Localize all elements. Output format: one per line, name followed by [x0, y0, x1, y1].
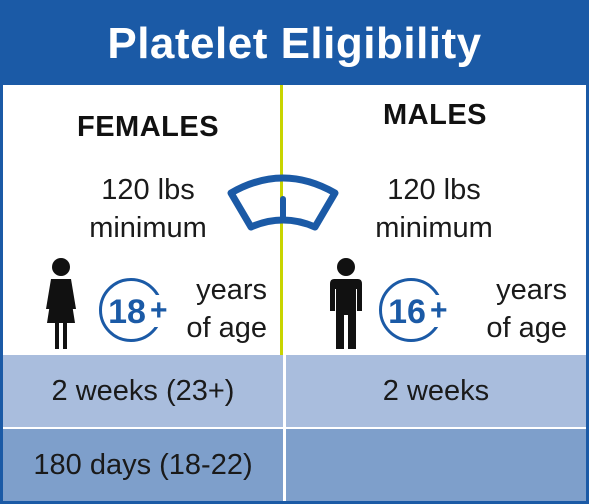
title-bar: Platelet Eligibility: [3, 3, 586, 85]
males-frequency: 2 weeks: [382, 374, 490, 407]
females-weight-value: 120 lbs: [101, 174, 195, 206]
row-divider-horizontal: [3, 427, 586, 429]
males-age-number: 16: [388, 293, 426, 331]
males-young-frequency-row: [286, 429, 586, 501]
male-person-icon: [330, 258, 362, 349]
males-age-badge: 16 +: [379, 278, 450, 342]
females-age-number: 18: [108, 293, 146, 331]
females-years-line2: of age: [186, 312, 267, 344]
males-years-line1: years: [496, 274, 567, 306]
males-years: years of age: [463, 271, 567, 347]
females-young-frequency: 180 days (18-22): [33, 448, 253, 481]
females-frequency-row: 2 weeks (23+): [3, 355, 283, 427]
females-years: years of age: [163, 271, 267, 347]
females-heading: FEMALES: [77, 111, 220, 143]
females-frequency: 2 weeks (23+): [51, 374, 235, 407]
scale-icon: [227, 174, 339, 231]
females-weight: 120 lbs minimum: [73, 171, 223, 247]
females-age-badge: 18 +: [99, 278, 170, 342]
males-weight: 120 lbs minimum: [359, 171, 509, 247]
males-weight-label: minimum: [375, 212, 493, 244]
female-person-icon: [46, 258, 76, 349]
males-weight-value: 120 lbs: [387, 174, 481, 206]
males-frequency-row: 2 weeks: [286, 355, 586, 427]
page-title: Platelet Eligibility: [107, 19, 482, 68]
females-weight-label: minimum: [89, 212, 207, 244]
females-years-line1: years: [196, 274, 267, 306]
males-heading: MALES: [383, 99, 487, 131]
males-years-line2: of age: [486, 312, 567, 344]
females-young-frequency-row: 180 days (18-22): [3, 429, 283, 501]
females-age-plus: +: [148, 294, 170, 327]
males-age-plus: +: [428, 294, 450, 327]
